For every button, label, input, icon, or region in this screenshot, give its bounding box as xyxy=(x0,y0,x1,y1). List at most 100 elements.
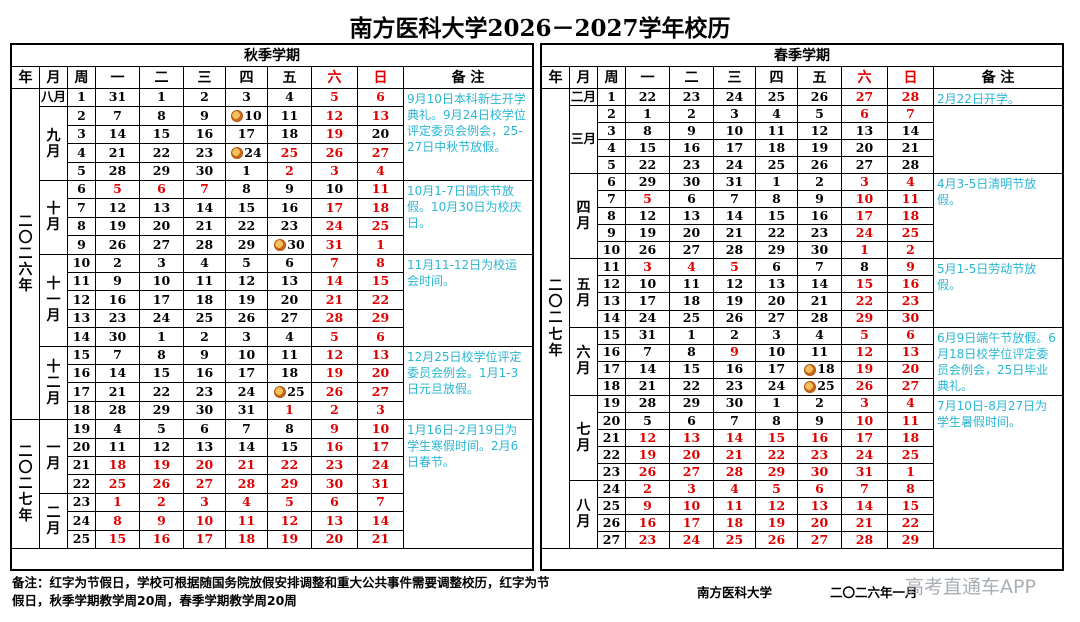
day-number: 27 xyxy=(280,310,299,326)
week-number: 24 xyxy=(68,512,96,531)
day-cell: 30 xyxy=(96,328,140,347)
day-cell: 30 xyxy=(268,236,312,255)
day-cell: 27 xyxy=(140,236,184,255)
day-cell: 12 xyxy=(312,346,358,365)
day-number: 13 xyxy=(371,107,390,123)
day-number: 1 xyxy=(772,395,781,411)
day-number: 26 xyxy=(725,310,744,326)
day-number: 12 xyxy=(325,347,344,363)
day-number: 30 xyxy=(901,310,920,326)
day-number: 25 xyxy=(767,89,786,104)
day-number: 2 xyxy=(643,480,652,496)
day-cell: 15 xyxy=(888,497,934,515)
day-number: 17 xyxy=(725,140,744,155)
day-number: 8 xyxy=(157,347,166,363)
day-cell: 17 xyxy=(842,429,888,447)
day-cell: 9 xyxy=(626,497,670,515)
day-number: 10 xyxy=(371,420,390,436)
day-cell: 16 xyxy=(184,365,226,384)
day-number: 9 xyxy=(157,512,166,528)
header-day: 二 xyxy=(670,67,714,89)
day-cell: 8 xyxy=(140,346,184,365)
day-cell: 25 xyxy=(714,532,756,550)
header-day: 日 xyxy=(358,67,404,89)
day-cell: 18 xyxy=(714,515,756,533)
day-cell: 2 xyxy=(140,493,184,513)
day-number: 3 xyxy=(330,163,339,179)
day-number: 1 xyxy=(157,89,166,105)
week-number: 9 xyxy=(598,225,626,243)
day-cell: 17 xyxy=(714,140,756,158)
day-cell: 28 xyxy=(888,157,934,175)
week-number: 21 xyxy=(68,457,96,476)
day-number: 28 xyxy=(901,89,920,104)
day-cell: 21 xyxy=(96,144,140,163)
day-number: 8 xyxy=(376,255,385,271)
day-cell: 19 xyxy=(626,225,670,243)
month-label: 十二月 xyxy=(40,346,68,421)
day-number: 23 xyxy=(280,218,299,234)
day-number: 22 xyxy=(371,291,390,307)
day-number: 18 xyxy=(725,515,744,530)
day-cell: 16 xyxy=(184,125,226,145)
day-number: 30 xyxy=(810,463,829,479)
day-cell: 24 xyxy=(756,378,798,396)
day-number: 12 xyxy=(325,107,344,123)
day-number: 10 xyxy=(855,191,874,206)
day-cell: 1 xyxy=(140,328,184,347)
day-number: 6 xyxy=(687,412,696,428)
day-number: 1 xyxy=(242,163,251,179)
day-cell: 7 xyxy=(184,181,226,200)
notes-cell: 1月16日-2月19日为学生寒假时间。2月6日春节。 xyxy=(404,420,532,549)
day-cell: 12 xyxy=(842,344,888,362)
week-number: 20 xyxy=(68,438,96,457)
day-number: 25 xyxy=(767,157,786,172)
day-cell: 30 xyxy=(670,174,714,192)
day-cell: 13 xyxy=(312,512,358,531)
day-number: 16 xyxy=(108,291,127,307)
day-cell: 14 xyxy=(888,123,934,141)
day-number: 13 xyxy=(855,123,874,138)
day-cell: 11 xyxy=(358,181,404,200)
day-cell: 2 xyxy=(798,395,842,413)
day-cell: 8 xyxy=(358,254,404,273)
week-number: 13 xyxy=(598,293,626,311)
day-number: 10 xyxy=(195,512,214,528)
day-cell: 6 xyxy=(670,191,714,209)
day-cell: 1 xyxy=(842,242,888,260)
day-number: 3 xyxy=(242,328,251,344)
day-number: 11 xyxy=(237,512,256,528)
day-number: 2 xyxy=(200,89,209,105)
day-cell: 4 xyxy=(756,106,798,124)
day-cell: 30 xyxy=(184,162,226,181)
day-number: 17 xyxy=(371,439,390,455)
day-cell: 24 xyxy=(626,310,670,328)
header-day: 五 xyxy=(798,67,842,89)
day-number: 5 xyxy=(330,328,339,344)
day-cell: 12 xyxy=(626,429,670,447)
week-number: 23 xyxy=(598,463,626,481)
day-cell: 26 xyxy=(798,89,842,107)
day-cell: 7 xyxy=(358,493,404,513)
header-day: 三 xyxy=(184,67,226,89)
day-number: 25 xyxy=(287,383,305,399)
week-number: 23 xyxy=(68,493,96,513)
month-label: 七月 xyxy=(570,395,598,481)
day-cell: 16 xyxy=(268,199,312,218)
day-cell: 5 xyxy=(226,254,268,273)
day-cell: 17 xyxy=(312,199,358,218)
week-number: 19 xyxy=(598,395,626,413)
day-number: 31 xyxy=(371,475,390,491)
day-number: 19 xyxy=(325,365,344,381)
day-cell: 14 xyxy=(96,365,140,384)
day-cell: 30 xyxy=(888,310,934,328)
week-number: 20 xyxy=(598,412,626,430)
week-number: 13 xyxy=(68,309,96,329)
week-number: 6 xyxy=(68,181,96,200)
day-number: 6 xyxy=(285,255,294,271)
day-number: 14 xyxy=(371,512,390,528)
day-number: 8 xyxy=(285,420,294,436)
day-number: 4 xyxy=(285,328,294,344)
day-number: 2 xyxy=(200,328,209,344)
day-number: 23 xyxy=(195,383,214,399)
